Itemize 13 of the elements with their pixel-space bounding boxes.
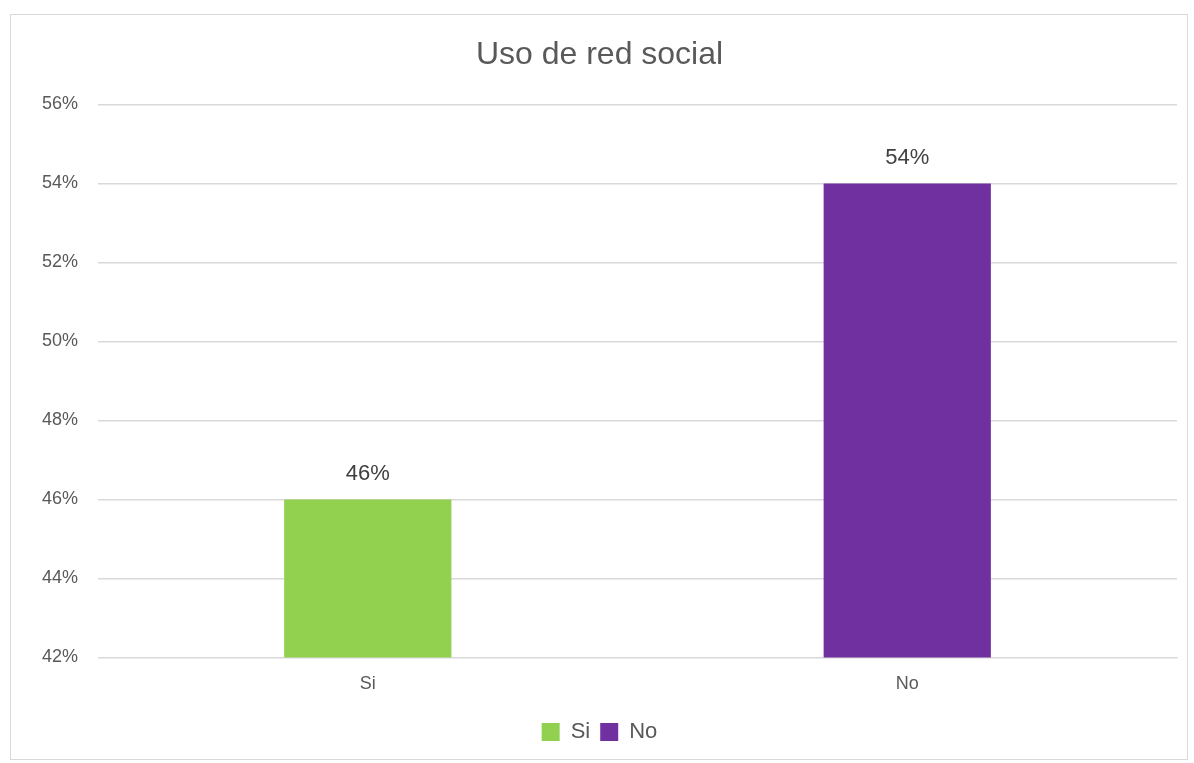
legend-label: Si [570, 718, 591, 744]
y-tick-label: 46% [42, 488, 79, 509]
data-label: 54% [885, 144, 930, 170]
y-tick-label: 56% [42, 93, 79, 114]
y-tick-label: 44% [42, 567, 79, 588]
chart-title: Uso de red social [475, 35, 724, 72]
legend-label: No [629, 718, 658, 744]
y-tick-label: 50% [42, 330, 79, 351]
data-label: 46% [345, 460, 390, 486]
y-tick-label: 52% [42, 251, 79, 272]
y-tick-label: 48% [42, 409, 79, 430]
y-tick-label: 54% [42, 172, 79, 193]
y-tick-label: 42% [42, 646, 79, 667]
